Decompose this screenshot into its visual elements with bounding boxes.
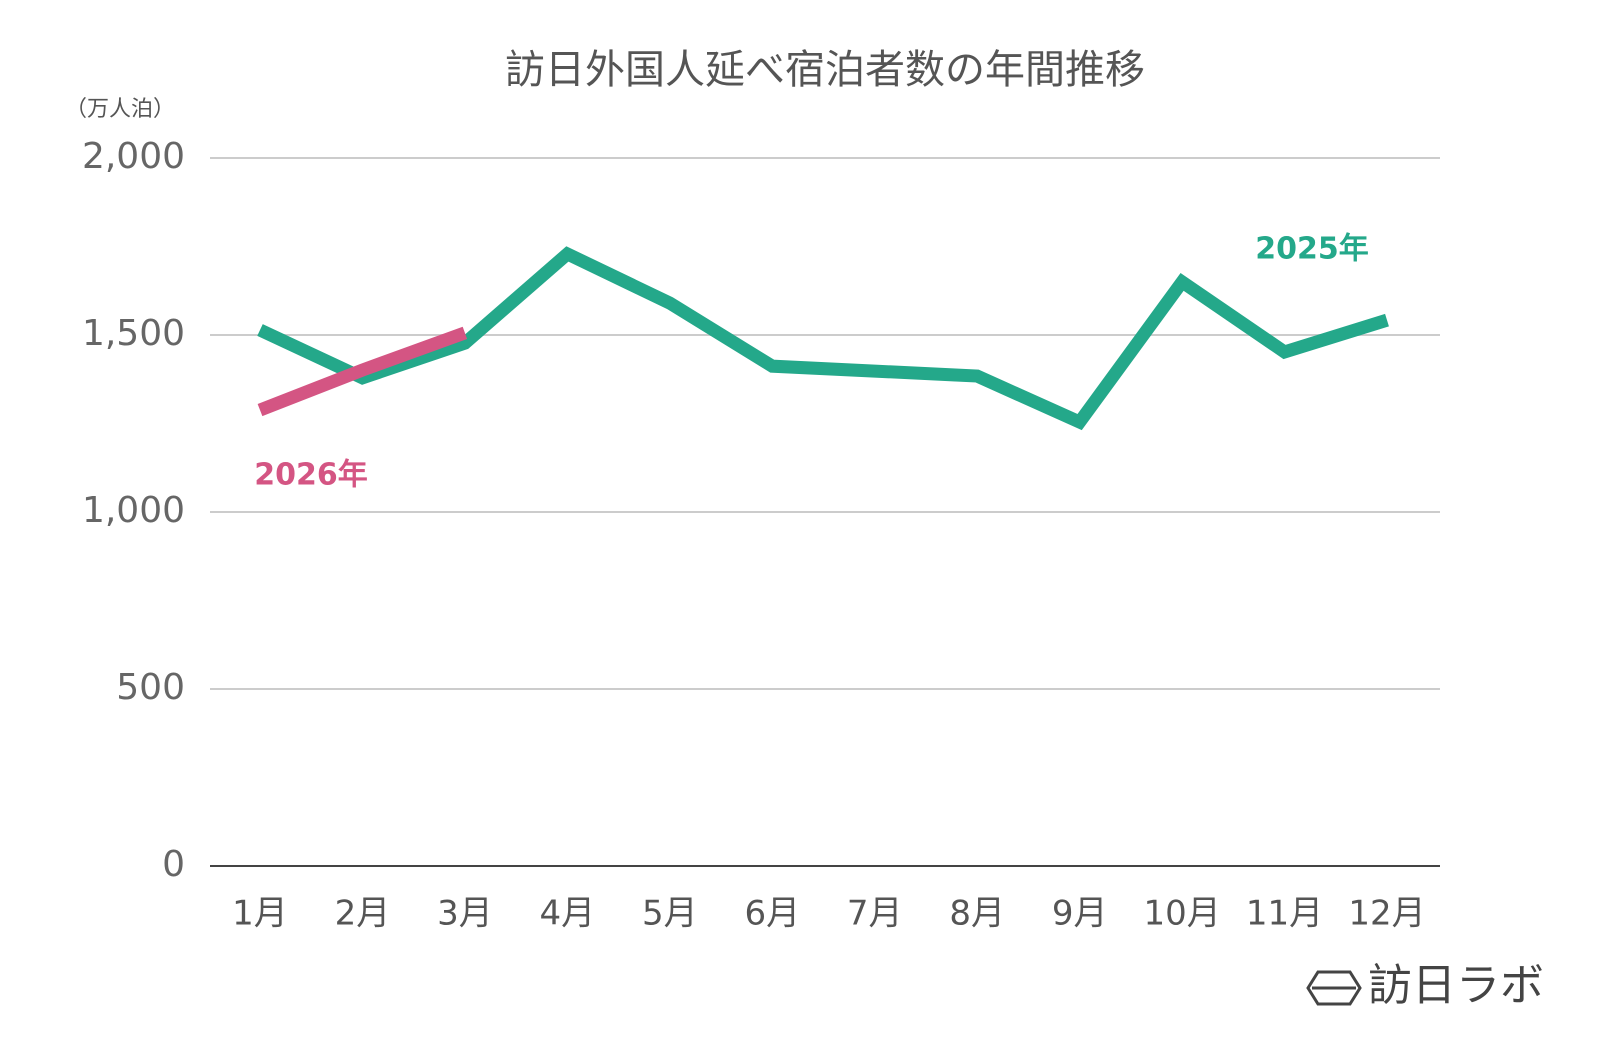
x-tick-label: 3月 <box>437 894 493 934</box>
watermark: 訪日ラボ <box>1368 960 1544 1011</box>
chart-title: 訪日外国人延べ宿泊者数の年間推移 <box>505 47 1145 93</box>
x-tick-label: 12月 <box>1348 894 1425 934</box>
x-tick-label: 5月 <box>642 894 698 934</box>
y-axis-label: （万人泊） <box>65 97 175 122</box>
series-label: 2025年 <box>1255 232 1369 267</box>
x-tick-label: 11月 <box>1246 894 1323 934</box>
logo: 訪日ラボ <box>1306 960 1544 1011</box>
x-tick-label: 8月 <box>949 894 1005 934</box>
y-tick-label: 1,500 <box>82 313 185 354</box>
y-tick-label: 0 <box>162 844 185 885</box>
series-label: 2026年 <box>254 458 368 493</box>
x-tick-label: 1月 <box>232 894 288 934</box>
x-tick-label: 6月 <box>744 894 800 934</box>
y-tick-label: 500 <box>116 667 185 708</box>
logo-icon <box>1306 970 1362 1006</box>
series-line <box>257 246 1389 431</box>
y-tick-label: 2,000 <box>82 136 185 177</box>
x-tick-label: 9月 <box>1052 894 1108 934</box>
series-line <box>257 326 468 417</box>
x-tick-label: 10月 <box>1143 894 1220 934</box>
x-tick-label: 2月 <box>335 894 391 934</box>
x-tick-label: 4月 <box>540 894 596 934</box>
x-tick-label: 7月 <box>847 894 903 934</box>
y-tick-label: 1,000 <box>82 490 185 531</box>
